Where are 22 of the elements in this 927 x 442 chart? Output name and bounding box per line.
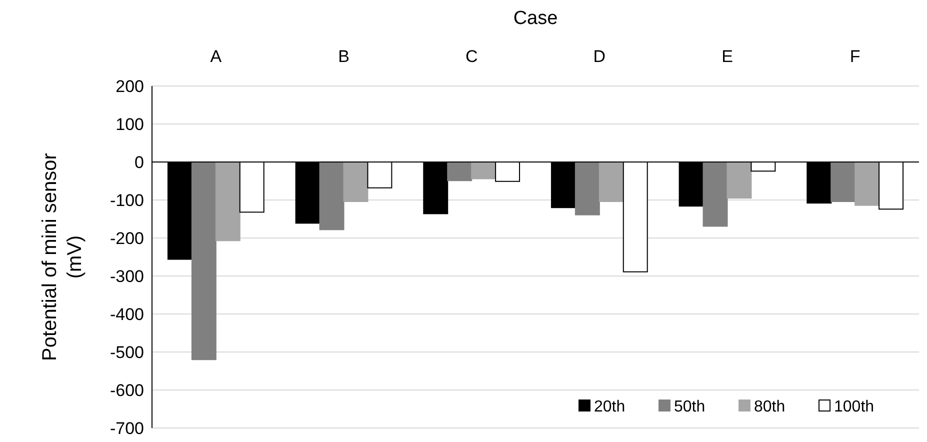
y-tick-label: -400 (110, 304, 144, 324)
y-tick-label: -700 (110, 418, 144, 438)
legend-label: 100th (834, 398, 874, 416)
x-tick-label: E (722, 47, 733, 66)
x-tick-label: D (593, 47, 606, 66)
y-tick-label: -500 (110, 342, 144, 362)
legend-label: 50th (674, 398, 706, 416)
y-tick-label: -300 (110, 266, 144, 286)
y-tick-label: 100 (116, 114, 144, 134)
legend-label: 20th (594, 398, 626, 416)
y-axis-title: Potential of mini sensor (mV) (39, 152, 86, 361)
x-axis-title: Case (513, 8, 558, 29)
y-tick-label: 0 (134, 152, 144, 172)
y-tick-label: 200 (116, 76, 144, 96)
y-tick-label: -100 (110, 190, 144, 210)
x-tick-label: B (338, 47, 350, 66)
x-tick-label: A (210, 47, 222, 66)
x-tick-label: C (465, 47, 478, 66)
y-tick-label: -200 (110, 228, 144, 248)
y-tick-label: -600 (110, 380, 144, 400)
legend-label: 80th (754, 398, 786, 416)
x-tick-label: F (850, 47, 860, 66)
